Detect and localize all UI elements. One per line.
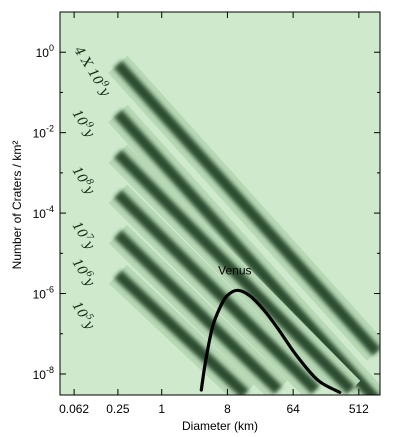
isochron-band bbox=[114, 270, 249, 395]
isochron-band bbox=[113, 149, 355, 394]
x-tick-label: 0.062 bbox=[59, 402, 89, 416]
isochron-band bbox=[114, 230, 283, 394]
x-tick-label: 512 bbox=[349, 402, 369, 416]
y-tick-label: 10-6 bbox=[33, 285, 54, 302]
venus-label: Venus bbox=[218, 263, 251, 277]
isochron-bands bbox=[108, 55, 380, 395]
isochron-band bbox=[113, 60, 380, 356]
y-tick-label: 10-2 bbox=[33, 124, 54, 141]
venus-curve bbox=[199, 288, 342, 394]
x-tick-label: 0.25 bbox=[106, 402, 130, 416]
y-tick-label: 10-4 bbox=[33, 204, 54, 221]
y-axis-title: Number of Craters / km² bbox=[10, 141, 24, 270]
x-tick-label: 64 bbox=[286, 402, 300, 416]
venus-layer bbox=[199, 288, 342, 394]
y-tick-label: 10-8 bbox=[33, 365, 54, 382]
x-tick-label: 1 bbox=[158, 402, 165, 416]
annotations: Venus bbox=[218, 263, 251, 277]
isochron-band bbox=[114, 190, 320, 394]
isochron-band bbox=[113, 109, 380, 395]
x-axis: 0.062 0.25 1 8 64 512 bbox=[59, 12, 369, 416]
x-axis-title: Diameter (km) bbox=[182, 419, 258, 433]
x-tick-label: 8 bbox=[224, 402, 231, 416]
y-tick-label: 100 bbox=[36, 43, 54, 60]
y-axis: 100 10-2 10-4 10-6 10-8 bbox=[33, 43, 380, 382]
